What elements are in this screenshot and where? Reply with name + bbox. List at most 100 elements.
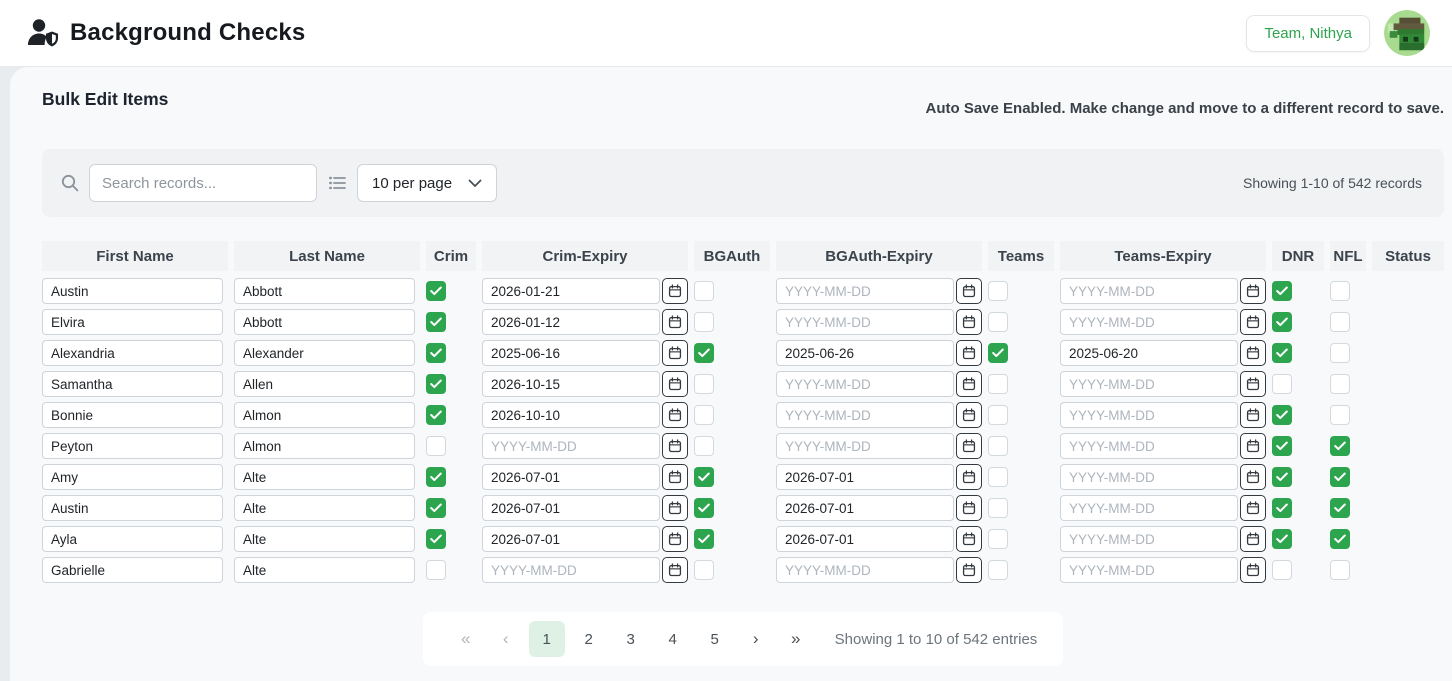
crim-expiry-input[interactable]	[482, 402, 660, 428]
bgauth-expiry-input[interactable]	[776, 371, 954, 397]
crim-expiry-input[interactable]	[482, 557, 660, 583]
teams-expiry-calendar-button[interactable]	[1240, 433, 1266, 459]
teams-expiry-input[interactable]	[1060, 371, 1238, 397]
per-page-select[interactable]: 10 per page	[357, 164, 497, 202]
teams-expiry-input[interactable]	[1060, 557, 1238, 583]
bgauth-checkbox[interactable]	[694, 467, 714, 487]
dnr-checkbox[interactable]	[1272, 467, 1292, 487]
teams-expiry-input[interactable]	[1060, 402, 1238, 428]
bgauth-expiry-calendar-button[interactable]	[956, 557, 982, 583]
teams-expiry-calendar-button[interactable]	[1240, 309, 1266, 335]
first-name-input[interactable]	[42, 433, 223, 459]
search-input[interactable]	[89, 164, 317, 202]
bgauth-checkbox[interactable]	[694, 343, 714, 363]
nfl-checkbox[interactable]	[1330, 343, 1350, 363]
crim-checkbox[interactable]	[426, 405, 446, 425]
user-avatar[interactable]	[1384, 10, 1430, 56]
bgauth-expiry-calendar-button[interactable]	[956, 402, 982, 428]
crim-expiry-input[interactable]	[482, 464, 660, 490]
crim-expiry-calendar-button[interactable]	[662, 340, 688, 366]
dnr-checkbox[interactable]	[1272, 498, 1292, 518]
crim-expiry-calendar-button[interactable]	[662, 371, 688, 397]
bgauth-checkbox[interactable]	[694, 436, 714, 456]
crim-expiry-calendar-button[interactable]	[662, 278, 688, 304]
dnr-checkbox[interactable]	[1272, 312, 1292, 332]
first-name-input[interactable]	[42, 464, 223, 490]
teams-expiry-calendar-button[interactable]	[1240, 402, 1266, 428]
first-name-input[interactable]	[42, 278, 223, 304]
crim-expiry-input[interactable]	[482, 278, 660, 304]
crim-expiry-calendar-button[interactable]	[662, 464, 688, 490]
crim-expiry-calendar-button[interactable]	[662, 402, 688, 428]
teams-expiry-input[interactable]	[1060, 526, 1238, 552]
bgauth-checkbox[interactable]	[694, 498, 714, 518]
pagination-page-2[interactable]: 2	[571, 621, 607, 657]
bgauth-expiry-calendar-button[interactable]	[956, 433, 982, 459]
bgauth-expiry-input[interactable]	[776, 464, 954, 490]
nfl-checkbox[interactable]	[1330, 312, 1350, 332]
bgauth-expiry-calendar-button[interactable]	[956, 278, 982, 304]
crim-checkbox[interactable]	[426, 436, 446, 456]
bgauth-expiry-calendar-button[interactable]	[956, 526, 982, 552]
crim-checkbox[interactable]	[426, 467, 446, 487]
teams-expiry-calendar-button[interactable]	[1240, 526, 1266, 552]
teams-expiry-input[interactable]	[1060, 340, 1238, 366]
first-name-input[interactable]	[42, 557, 223, 583]
dnr-checkbox[interactable]	[1272, 343, 1292, 363]
bgauth-checkbox[interactable]	[694, 529, 714, 549]
last-name-input[interactable]	[234, 464, 415, 490]
first-name-input[interactable]	[42, 371, 223, 397]
crim-checkbox[interactable]	[426, 281, 446, 301]
team-user-button[interactable]: Team, Nithya	[1246, 14, 1370, 52]
last-name-input[interactable]	[234, 433, 415, 459]
nfl-checkbox[interactable]	[1330, 560, 1350, 580]
teams-expiry-input[interactable]	[1060, 464, 1238, 490]
teams-expiry-calendar-button[interactable]	[1240, 278, 1266, 304]
crim-checkbox[interactable]	[426, 498, 446, 518]
bgauth-checkbox[interactable]	[694, 281, 714, 301]
bgauth-checkbox[interactable]	[694, 312, 714, 332]
last-name-input[interactable]	[234, 278, 415, 304]
dnr-checkbox[interactable]	[1272, 529, 1292, 549]
bgauth-checkbox[interactable]	[694, 374, 714, 394]
teams-expiry-calendar-button[interactable]	[1240, 557, 1266, 583]
teams-expiry-calendar-button[interactable]	[1240, 464, 1266, 490]
teams-checkbox[interactable]	[988, 343, 1008, 363]
crim-expiry-input[interactable]	[482, 309, 660, 335]
bgauth-expiry-input[interactable]	[776, 495, 954, 521]
pagination-next-button[interactable]: ›	[739, 621, 773, 657]
bgauth-checkbox[interactable]	[694, 560, 714, 580]
last-name-input[interactable]	[234, 557, 415, 583]
teams-expiry-calendar-button[interactable]	[1240, 371, 1266, 397]
teams-checkbox[interactable]	[988, 312, 1008, 332]
dnr-checkbox[interactable]	[1272, 374, 1292, 394]
pagination-first-button[interactable]: «	[449, 621, 483, 657]
bgauth-expiry-input[interactable]	[776, 433, 954, 459]
pagination-last-button[interactable]: »	[779, 621, 813, 657]
crim-expiry-input[interactable]	[482, 526, 660, 552]
bgauth-expiry-calendar-button[interactable]	[956, 464, 982, 490]
first-name-input[interactable]	[42, 495, 223, 521]
crim-checkbox[interactable]	[426, 343, 446, 363]
first-name-input[interactable]	[42, 309, 223, 335]
teams-checkbox[interactable]	[988, 498, 1008, 518]
bgauth-expiry-input[interactable]	[776, 402, 954, 428]
teams-checkbox[interactable]	[988, 436, 1008, 456]
first-name-input[interactable]	[42, 526, 223, 552]
dnr-checkbox[interactable]	[1272, 436, 1292, 456]
teams-expiry-input[interactable]	[1060, 433, 1238, 459]
nfl-checkbox[interactable]	[1330, 436, 1350, 456]
pagination-page-1[interactable]: 1	[528, 621, 565, 657]
crim-checkbox[interactable]	[426, 312, 446, 332]
first-name-input[interactable]	[42, 402, 223, 428]
teams-expiry-input[interactable]	[1060, 495, 1238, 521]
teams-checkbox[interactable]	[988, 281, 1008, 301]
last-name-input[interactable]	[234, 340, 415, 366]
bgauth-expiry-input[interactable]	[776, 278, 954, 304]
bgauth-expiry-calendar-button[interactable]	[956, 371, 982, 397]
nfl-checkbox[interactable]	[1330, 405, 1350, 425]
dnr-checkbox[interactable]	[1272, 281, 1292, 301]
nfl-checkbox[interactable]	[1330, 467, 1350, 487]
teams-checkbox[interactable]	[988, 405, 1008, 425]
teams-expiry-calendar-button[interactable]	[1240, 495, 1266, 521]
